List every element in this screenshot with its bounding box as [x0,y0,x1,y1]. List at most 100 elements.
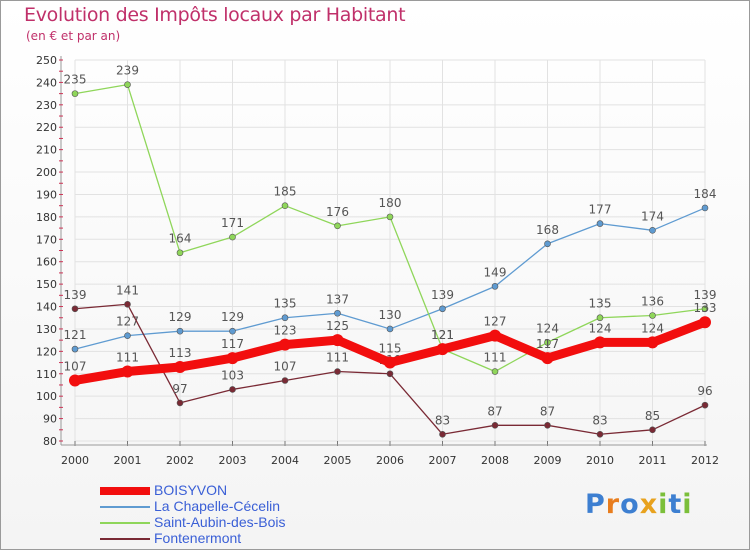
data-label-fontenermont: 83 [435,413,450,427]
data-point-fontenermont [491,422,499,429]
data-point-saint-aubin-des-bois [281,202,289,209]
logo-letter: i [682,489,693,520]
data-point-boisyvon [174,361,186,374]
data-point-fontenermont [176,399,184,407]
data-label-la-chapelle-cecelin: 127 [116,315,139,329]
data-label-la-chapelle-cecelin: 139 [431,288,454,302]
x-tick-label: 2005 [324,454,352,467]
data-point-la-chapelle-cecelin [544,240,551,248]
y-tick-label: 140 [36,301,57,314]
data-label-saint-aubin-des-bois: 136 [641,294,664,308]
data-point-fontenermont [334,368,341,375]
data-label-boisyvon: 123 [274,324,297,338]
data-label-la-chapelle-cecelin: 121 [64,328,87,342]
data-label-saint-aubin-des-bois: 111 [484,351,507,365]
legend-swatch-saint-aubin-des-bois [100,522,150,524]
data-point-fontenermont [596,430,604,438]
data-point-fontenermont [439,430,446,438]
data-label-la-chapelle-cecelin: 184 [694,187,717,201]
data-label-fontenermont: 141 [116,283,139,297]
data-label-saint-aubin-des-bois: 235 [64,73,87,87]
data-label-la-chapelle-cecelin: 129 [221,310,244,324]
data-point-fontenermont [544,422,551,429]
logo-letter: P [585,489,606,520]
data-point-boisyvon [331,334,344,347]
y-tick-label: 220 [36,121,57,134]
data-point-saint-aubin-des-bois [596,314,604,322]
x-tick-label: 2008 [481,454,509,467]
legend-label-boisyvon: BOISYVON [154,482,228,498]
data-point-boisyvon [699,316,711,329]
data-label-fontenermont: 103 [221,368,244,382]
data-label-fontenermont: 139 [64,288,87,302]
data-point-saint-aubin-des-bois [176,249,184,257]
legend-label-la-chapelle-cecelin: La Chapelle-Cécelin [154,498,281,514]
data-point-boisyvon [646,336,659,349]
data-label-saint-aubin-des-bois: 185 [274,185,297,199]
data-label-boisyvon: 117 [221,337,244,351]
data-point-la-chapelle-cecelin [439,305,446,313]
data-point-boisyvon [489,329,501,342]
y-tick-label: 170 [36,233,57,246]
data-label-boisyvon: 107 [64,359,87,373]
data-label-boisyvon: 115 [379,342,402,356]
data-point-la-chapelle-cecelin [701,204,709,212]
data-label-fontenermont: 87 [540,404,555,418]
logo-letter: x [639,489,659,520]
data-label-saint-aubin-des-bois: 124 [536,321,559,335]
data-point-la-chapelle-cecelin [176,327,184,335]
data-point-saint-aubin-des-bois [701,305,709,313]
y-tick-label: 130 [36,323,57,336]
legend-swatch-boisyvon [100,487,150,495]
legend-swatch-fontenermont [100,538,150,540]
data-point-fontenermont [281,377,289,384]
y-tick-label: 230 [36,99,57,112]
data-point-saint-aubin-des-bois [544,339,551,346]
data-point-fontenermont [229,386,236,393]
data-label-saint-aubin-des-bois: 176 [326,205,349,219]
data-point-la-chapelle-cecelin [281,314,289,322]
data-point-la-chapelle-cecelin [491,283,499,290]
data-label-saint-aubin-des-bois: 171 [221,216,244,230]
y-tick-label: 190 [36,188,57,201]
x-tick-label: 2009 [534,454,562,467]
x-tick-label: 2001 [114,454,142,467]
data-point-saint-aubin-des-bois [649,312,656,319]
data-point-boisyvon [384,356,396,369]
chart-subtitle: (en € et par an) [26,29,121,43]
data-point-boisyvon [436,343,449,356]
data-point-la-chapelle-cecelin [124,332,131,339]
data-label-la-chapelle-cecelin: 174 [641,209,664,223]
y-tick-label: 160 [36,256,57,269]
y-tick-label: 110 [36,368,57,381]
y-tick-label: 100 [36,390,57,403]
legend-label-saint-aubin-des-bois: Saint-Aubin-des-Bois [154,514,286,530]
data-point-la-chapelle-cecelin [334,309,341,317]
y-tick-label: 210 [36,144,57,157]
data-label-la-chapelle-cecelin: 130 [379,308,402,322]
chart-title: Evolution des Impôts locaux par Habitant [24,4,406,26]
logo-letter: i [658,489,669,520]
logo-letter: r [605,489,621,520]
data-point-saint-aubin-des-bois [124,81,131,88]
x-tick-label: 2007 [429,454,457,467]
data-label-saint-aubin-des-bois: 180 [379,196,402,210]
data-label-saint-aubin-des-bois: 139 [694,288,717,302]
x-tick-label: 2004 [271,454,299,467]
data-point-saint-aubin-des-bois [386,213,394,221]
x-tick-label: 2006 [376,454,404,467]
data-label-la-chapelle-cecelin: 177 [589,203,612,217]
y-tick-label: 120 [36,345,57,358]
legend-swatch-la-chapelle-cecelin [100,506,150,508]
data-label-fontenermont: 97 [172,382,187,396]
data-label-fontenermont: 96 [697,384,712,398]
data-label-boisyvon: 124 [641,321,664,335]
data-label-boisyvon: 121 [431,328,454,342]
data-point-la-chapelle-cecelin [71,345,79,353]
data-point-la-chapelle-cecelin [386,325,394,333]
y-tick-label: 90 [43,413,57,426]
x-tick-label: 2002 [166,454,194,467]
data-point-saint-aubin-des-bois [229,233,236,241]
data-label-la-chapelle-cecelin: 135 [274,297,297,311]
